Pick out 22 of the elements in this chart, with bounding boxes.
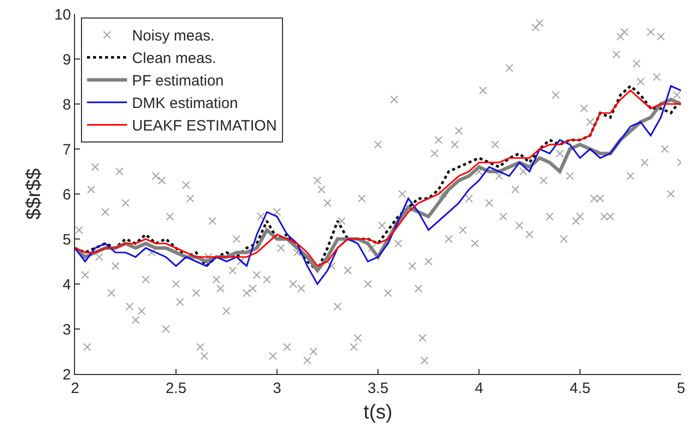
y-tick-label: 3 [62, 321, 71, 338]
y-axis-title: $$r$$ [22, 168, 45, 220]
legend-label: DMK estimation [132, 95, 238, 112]
x-axis-title: t(s) [364, 402, 392, 424]
x-tick-label: 2.5 [166, 380, 186, 397]
legend-label: UEAKF ESTIMATION [132, 118, 277, 135]
y-tick-label: 2 [62, 366, 71, 384]
y-tick-label: 5 [62, 231, 71, 248]
legend-label: PF estimation [132, 72, 224, 90]
x-tick-label: 5 [676, 380, 686, 397]
legend-label: Noisy meas. [132, 28, 215, 45]
y-tick-label: 9 [62, 51, 71, 68]
y-tick-label: 10 [54, 6, 71, 24]
y-tick-label: 7 [62, 141, 71, 158]
x-tick-label: 3 [272, 380, 282, 397]
x-tick-label: 3.5 [368, 380, 388, 397]
x-tick-label: 4.5 [570, 380, 590, 397]
y-tick-label: 8 [62, 96, 71, 114]
y-tick-label: 6 [62, 186, 71, 204]
legend-label: Clean meas. [132, 50, 216, 68]
x-tick-label: 4 [474, 380, 484, 397]
y-tick-label: 4 [62, 276, 71, 294]
